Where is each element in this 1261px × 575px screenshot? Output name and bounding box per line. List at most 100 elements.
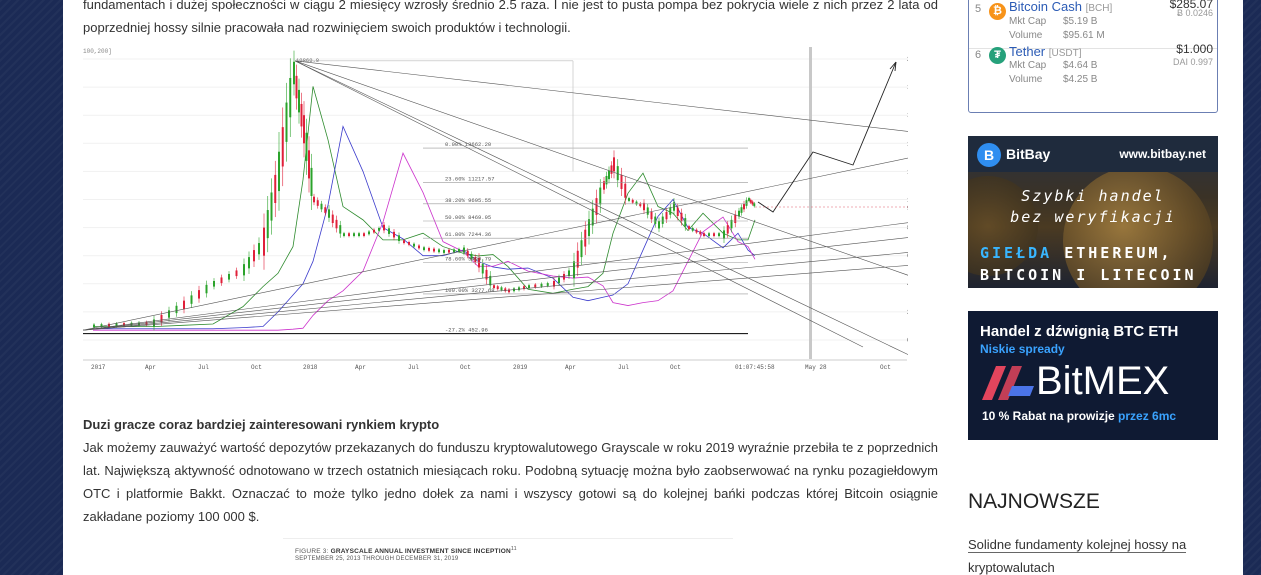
candle bbox=[300, 103, 303, 127]
mkt-cap-label: Mkt Cap bbox=[1009, 60, 1047, 71]
candle bbox=[253, 250, 255, 262]
bitbay-url: www.bitbay.net bbox=[1119, 147, 1206, 161]
candle bbox=[339, 225, 342, 234]
x-tick-label: Jul bbox=[198, 364, 209, 371]
grayscale-figure: FIGURE 3: GRAYSCALE ANNUAL INVESTMENT SI… bbox=[283, 538, 733, 575]
candle bbox=[418, 245, 420, 249]
candle bbox=[270, 192, 273, 221]
candle bbox=[130, 322, 133, 326]
candle bbox=[599, 187, 602, 205]
candle bbox=[616, 166, 619, 181]
candle bbox=[654, 216, 657, 224]
candle bbox=[343, 233, 345, 237]
latest-post-title[interactable]: Solidne fundamenty kolejnej hossy na kry… bbox=[968, 537, 1187, 575]
chart-svg: 2000018000160001400012000100008000600040… bbox=[82, 47, 929, 371]
candle bbox=[331, 214, 334, 224]
latest-post-link[interactable]: Solidne fundamenty kolejnej hossy na kry… bbox=[968, 533, 1208, 575]
tether-icon: ₮ bbox=[989, 47, 1006, 64]
candle bbox=[695, 229, 698, 233]
candle bbox=[100, 324, 103, 328]
candle bbox=[228, 273, 230, 280]
candle bbox=[474, 257, 477, 263]
candle bbox=[93, 324, 95, 328]
candle bbox=[650, 212, 653, 220]
candle bbox=[398, 235, 400, 241]
ad-topbar bbox=[968, 136, 1218, 172]
candle bbox=[726, 225, 729, 234]
candle bbox=[274, 174, 277, 204]
candle bbox=[485, 269, 488, 280]
candle bbox=[624, 183, 627, 198]
candle bbox=[613, 157, 615, 172]
candle bbox=[738, 210, 740, 217]
candle bbox=[591, 208, 594, 226]
fan-line-from-peak bbox=[294, 60, 914, 133]
candle bbox=[628, 198, 630, 201]
coin-name-link[interactable]: Tether [USDT] bbox=[1009, 44, 1082, 59]
candle bbox=[368, 231, 370, 235]
coin-meta: Mkt Cap $4.64 B Volume $4.25 B bbox=[1009, 59, 1097, 87]
candle bbox=[470, 253, 473, 259]
y-tick-label: 8000 bbox=[907, 225, 908, 232]
coin-ticker-widget: 5 ₿ Bitcoin Cash [BCH] $285.07 Ƀ 0.0246 … bbox=[968, 0, 1218, 113]
bitbay-ad-banner[interactable]: B BitBay www.bitbay.net Szybki handel be… bbox=[968, 136, 1218, 288]
candle bbox=[183, 300, 185, 310]
candle bbox=[428, 247, 430, 251]
coin-name[interactable]: Bitcoin Cash bbox=[1009, 0, 1082, 14]
fib-level-label: 61.80% 7244.36 bbox=[445, 231, 491, 238]
x-tick-label: 2017 bbox=[91, 364, 106, 371]
candle bbox=[278, 151, 280, 192]
candle bbox=[190, 295, 193, 304]
candle bbox=[393, 231, 395, 238]
candle bbox=[540, 283, 543, 287]
candle bbox=[730, 219, 733, 229]
candle bbox=[620, 174, 623, 189]
candle bbox=[688, 226, 690, 230]
bitmex-ad-subtitle: Niskie spready bbox=[980, 342, 1065, 356]
coin-rank: 6 bbox=[975, 49, 982, 61]
fan-line-from-peak bbox=[294, 60, 864, 348]
bitcoin-cash-icon: ₿ bbox=[989, 3, 1006, 20]
fan-line-from-peak bbox=[294, 60, 914, 358]
x-tick-label: 01:07:45:58 bbox=[735, 364, 775, 371]
candle bbox=[313, 196, 315, 203]
candle bbox=[220, 277, 223, 284]
candle bbox=[534, 284, 537, 288]
coin-meta: Mkt Cap $5.19 B Volume $95.61 M bbox=[1009, 15, 1105, 43]
candle bbox=[168, 310, 170, 318]
candle bbox=[289, 77, 292, 118]
fib-level-label: -27.2% 452.96 bbox=[445, 327, 488, 334]
bitmex-ad-banner[interactable]: Handel z dźwignią BTC ETH Niskie spready… bbox=[968, 311, 1218, 440]
coin-name-link[interactable]: Bitcoin Cash [BCH] bbox=[1009, 0, 1112, 14]
candle bbox=[466, 250, 469, 256]
candle bbox=[458, 249, 460, 252]
coin-row[interactable]: 6 ₮ Tether [USDT] $1.000 DAI 0.997 Mkt C… bbox=[969, 42, 1217, 102]
candle bbox=[353, 233, 355, 237]
candle bbox=[281, 127, 284, 167]
figure-caption-sup: 11 bbox=[510, 546, 517, 552]
corner-label: 100,200] bbox=[83, 48, 112, 55]
x-tick-label: Apr bbox=[145, 364, 156, 371]
fib-level-label: 78.60% 5499.79 bbox=[445, 256, 491, 263]
candle bbox=[576, 250, 579, 268]
candle bbox=[335, 219, 338, 229]
fib-level-label: 0.00% 13662.20 bbox=[445, 141, 491, 148]
current-price-label: 9467.3 bbox=[907, 205, 908, 212]
candle bbox=[378, 227, 380, 231]
coin-row[interactable]: 5 ₿ Bitcoin Cash [BCH] $285.07 Ƀ 0.0246 … bbox=[969, 0, 1217, 49]
candle bbox=[658, 221, 660, 229]
candle bbox=[463, 247, 465, 253]
x-tick-label: Apr bbox=[355, 364, 366, 371]
x-tick-label: May 28 bbox=[805, 364, 827, 371]
candle bbox=[320, 203, 323, 210]
fan-line-from-low bbox=[82, 251, 914, 331]
candle bbox=[580, 240, 583, 258]
coin-name[interactable]: Tether bbox=[1009, 44, 1046, 59]
candle bbox=[718, 233, 720, 237]
candle bbox=[595, 198, 598, 215]
mkt-cap-label: Mkt Cap bbox=[1009, 16, 1047, 27]
volume-label: Volume bbox=[1009, 30, 1043, 41]
candle bbox=[489, 275, 492, 286]
coin-symbol: [BCH] bbox=[1085, 3, 1113, 14]
y-tick-label: 18000 bbox=[907, 84, 908, 91]
